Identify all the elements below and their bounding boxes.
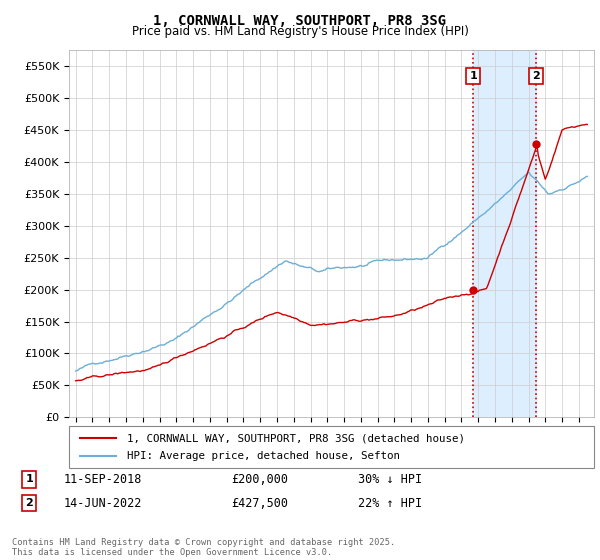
Text: 1: 1: [469, 71, 477, 81]
Text: £200,000: £200,000: [231, 473, 288, 486]
Text: Contains HM Land Registry data © Crown copyright and database right 2025.
This d: Contains HM Land Registry data © Crown c…: [12, 538, 395, 557]
Text: 30% ↓ HPI: 30% ↓ HPI: [358, 473, 422, 486]
Text: HPI: Average price, detached house, Sefton: HPI: Average price, detached house, Seft…: [127, 451, 400, 461]
Text: 11-SEP-2018: 11-SEP-2018: [64, 473, 142, 486]
Text: 1, CORNWALL WAY, SOUTHPORT, PR8 3SG (detached house): 1, CORNWALL WAY, SOUTHPORT, PR8 3SG (det…: [127, 433, 465, 443]
Text: 14-JUN-2022: 14-JUN-2022: [64, 497, 142, 510]
Bar: [473, 50, 536, 417]
Text: Price paid vs. HM Land Registry's House Price Index (HPI): Price paid vs. HM Land Registry's House …: [131, 25, 469, 38]
Text: 2: 2: [532, 71, 540, 81]
Text: 2: 2: [25, 498, 33, 508]
Text: 1, CORNWALL WAY, SOUTHPORT, PR8 3SG: 1, CORNWALL WAY, SOUTHPORT, PR8 3SG: [154, 14, 446, 28]
Text: 22% ↑ HPI: 22% ↑ HPI: [358, 497, 422, 510]
Text: 1: 1: [25, 474, 33, 484]
Text: £427,500: £427,500: [231, 497, 288, 510]
FancyBboxPatch shape: [69, 426, 594, 468]
